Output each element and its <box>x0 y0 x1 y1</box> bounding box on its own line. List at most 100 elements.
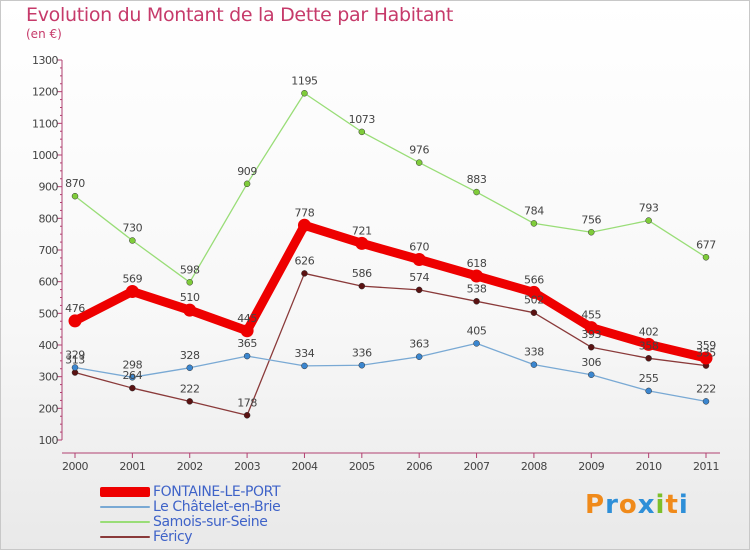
data-label: 393 <box>581 328 601 341</box>
data-label: 598 <box>180 263 200 276</box>
data-point <box>358 128 366 136</box>
data-label: 721 <box>352 224 372 237</box>
y-tick-label: 700 <box>39 244 59 257</box>
data-point <box>473 188 480 196</box>
x-tick-label: 2009 <box>578 460 604 473</box>
data-point <box>588 371 595 379</box>
data-point <box>699 351 713 365</box>
data-point <box>473 298 480 305</box>
legend-swatch <box>100 521 150 523</box>
y-tick-label: 900 <box>39 181 59 194</box>
data-label: 298 <box>122 358 142 371</box>
x-tick-label: 2000 <box>62 460 88 473</box>
data-point <box>243 180 251 188</box>
data-point <box>530 220 538 227</box>
data-point <box>186 279 193 286</box>
data-label: 784 <box>524 204 544 217</box>
data-point <box>297 218 311 232</box>
data-label: 313 <box>65 354 85 367</box>
legend-item: Le Châtelet-en-Brie <box>100 499 360 515</box>
x-tick-label: 2008 <box>521 460 547 473</box>
y-tick-label: 1000 <box>32 149 58 162</box>
data-point <box>527 285 541 299</box>
data-point <box>125 284 139 298</box>
data-label: 618 <box>467 257 487 270</box>
series-line <box>70 220 711 363</box>
data-label: 976 <box>409 144 429 157</box>
data-point <box>470 269 484 283</box>
data-label: 358 <box>639 339 659 352</box>
data-label: 1195 <box>291 74 318 87</box>
data-point <box>415 353 423 360</box>
data-label: 909 <box>237 165 257 178</box>
data-label: 222 <box>180 382 200 395</box>
data-label: 566 <box>524 273 544 286</box>
legend-label: FONTAINE-LE-PORT <box>153 484 281 500</box>
y-tick-label: 600 <box>39 276 59 289</box>
data-label: 870 <box>65 177 85 190</box>
data-label: 363 <box>409 338 429 351</box>
data-point <box>129 374 136 381</box>
data-point <box>412 253 426 266</box>
y-tick-label: 200 <box>39 402 59 415</box>
x-tick-label: 2006 <box>406 460 432 473</box>
data-label: 338 <box>524 346 544 359</box>
x-tick-label: 2011 <box>693 460 719 473</box>
data-point <box>186 398 193 405</box>
data-point <box>415 286 423 294</box>
data-point <box>642 337 656 351</box>
data-point <box>415 159 423 166</box>
logo-letter: x <box>637 490 656 520</box>
y-tick-label: 500 <box>39 307 59 320</box>
legend-swatch <box>100 506 150 508</box>
chart-unit-subtitle: (en €) <box>26 27 62 41</box>
data-label: 455 <box>581 309 601 322</box>
data-label: 255 <box>639 372 659 385</box>
series-line <box>74 272 707 416</box>
data-point <box>584 321 598 335</box>
data-label: 670 <box>409 241 429 254</box>
data-point <box>530 309 538 316</box>
logo-letter: i <box>655 490 666 520</box>
data-point <box>473 340 480 347</box>
data-point <box>240 324 254 338</box>
data-point <box>186 364 193 372</box>
series-line <box>74 92 707 283</box>
data-point <box>301 90 308 97</box>
data-label: 445 <box>237 312 257 325</box>
data-label: 626 <box>295 254 315 267</box>
data-label: 329 <box>65 348 85 361</box>
x-tick-label: 2003 <box>234 460 260 473</box>
data-label: 756 <box>581 213 601 226</box>
data-label: 538 <box>467 282 487 295</box>
data-point <box>358 282 366 290</box>
data-label: 359 <box>696 339 716 352</box>
data-label: 264 <box>122 369 142 382</box>
data-label: 365 <box>237 337 257 350</box>
data-point <box>129 384 136 392</box>
data-point <box>358 362 366 369</box>
x-tick-label: 2010 <box>636 460 662 473</box>
data-point <box>129 237 136 244</box>
data-label: 793 <box>639 202 659 215</box>
data-label: 334 <box>295 347 315 360</box>
data-label: 730 <box>122 222 142 235</box>
data-point <box>588 229 595 236</box>
data-label: 336 <box>352 346 372 359</box>
legend-swatch <box>100 487 150 497</box>
proxiti-logo: Proxiti <box>585 490 689 520</box>
legend-item: Samois-sur-Seine <box>100 514 360 530</box>
logo-letter: P <box>585 490 606 520</box>
data-point <box>355 236 369 250</box>
data-label: 574 <box>409 271 429 284</box>
x-tick-label: 2005 <box>349 460 375 473</box>
logo-letter: r <box>605 490 619 520</box>
data-point <box>588 343 595 351</box>
data-label: 402 <box>639 325 659 338</box>
series-line <box>74 342 707 403</box>
data-label: 328 <box>180 349 200 362</box>
y-tick-label: 1300 <box>32 54 58 67</box>
chart-title: Evolution du Montant de la Dette par Hab… <box>26 4 454 26</box>
